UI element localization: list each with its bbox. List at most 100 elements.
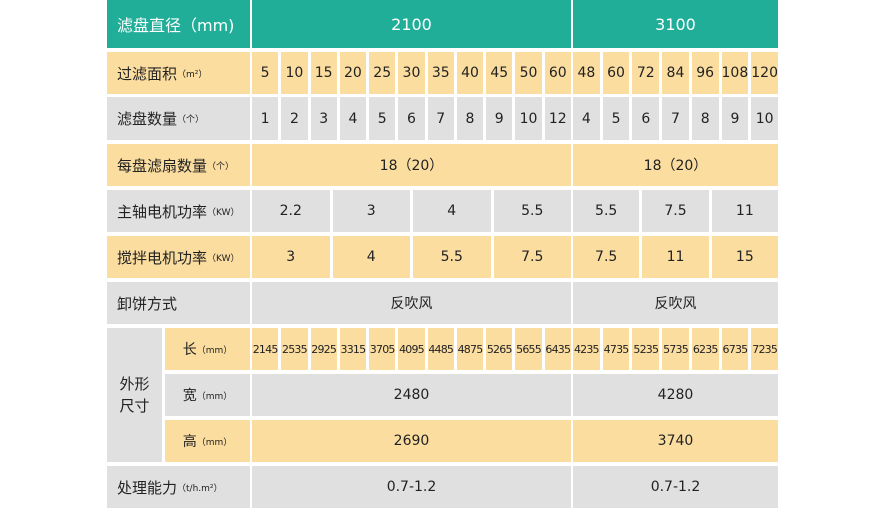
discharge-2100: 反吹风: [252, 282, 571, 324]
unit: （KW）: [207, 207, 240, 218]
value-cell: 4875: [456, 328, 483, 370]
row-capacity: 处理能力 （t/h.m²） 0.7-1.2 0.7-1.2: [107, 466, 778, 508]
row-height: 高（mm） 2690 3740: [165, 420, 778, 462]
label-text: 每盘滤扇数量: [117, 156, 208, 175]
fans-3100: 18（20）: [573, 144, 778, 186]
mix-motor-2100: 3 4 5.5 7.5: [252, 236, 571, 278]
value-cell: 50: [515, 52, 542, 94]
main-motor-2100: 2.2 3 4 5.5: [252, 190, 571, 232]
main-motor-label: 主轴电机功率 （KW）: [107, 190, 250, 232]
value-cell: 8: [691, 97, 719, 140]
value-cell: 5265: [486, 328, 512, 370]
value-cell: 4: [332, 236, 410, 278]
height-label: 高（mm）: [165, 420, 250, 462]
capacity-label: 处理能力 （t/h.m²）: [107, 466, 250, 508]
length-label: 长（mm）: [165, 328, 250, 370]
unit: （mm）: [196, 345, 233, 356]
value-cell: 5.5: [573, 190, 640, 232]
unit: （mm）: [196, 391, 233, 402]
value-cell: 5.5: [493, 190, 571, 232]
value-cell: 11: [642, 236, 709, 278]
header-3100: 3100: [573, 0, 778, 48]
value-cell: 7.5: [493, 236, 571, 278]
value-cell: 7.5: [573, 236, 640, 278]
value-cell: 5655: [515, 328, 542, 370]
label-text: 搅拌电机功率: [117, 248, 208, 267]
header-label: 滤盘直径（mm): [107, 0, 250, 48]
row-fans: 每盘滤扇数量 （个） 18（20） 18（20）: [107, 144, 778, 186]
fans-2100: 18（20）: [252, 144, 571, 186]
value-cell: 30: [398, 52, 425, 94]
value-cell: 96: [691, 52, 719, 94]
value-cell: 6235: [691, 328, 719, 370]
unit: （个）: [207, 161, 235, 172]
area-3100: 48 60 72 84 96 108 120: [573, 52, 778, 94]
value-cell: 3315: [339, 328, 366, 370]
value-cell: 72: [632, 52, 660, 94]
value-cell: 3: [252, 236, 330, 278]
row-main-motor: 主轴电机功率 （KW） 2.2 3 4 5.5 5.5 7.5 11: [107, 190, 778, 232]
value-cell: 4235: [573, 328, 600, 370]
label-text: 高: [182, 434, 197, 450]
value-cell: 9: [721, 97, 749, 140]
value-cell: 2: [281, 97, 308, 140]
value-cell: 12: [544, 97, 571, 140]
unit: （KW）: [207, 253, 240, 264]
row-length: 长（mm） 2145 2535 2925 3315 3705 4095 4485 4875 52…: [165, 328, 779, 370]
value-cell: 2.2: [252, 190, 330, 232]
header-2100: 2100: [252, 0, 571, 48]
capacity-3100: 0.7-1.2: [573, 466, 778, 508]
value-cell: 5235: [632, 328, 660, 370]
value-cell: 1: [252, 97, 279, 140]
value-cell: 6: [632, 97, 660, 140]
value-cell: 10: [515, 97, 542, 140]
discharge-3100: 反吹风: [573, 282, 778, 324]
value-cell: 20: [339, 52, 367, 94]
value-cell: 5: [252, 52, 279, 94]
value-cell: 60: [544, 52, 571, 94]
area-label: 过滤面积 （m²）: [107, 52, 250, 94]
count-3100: 4 5 6 7 8 9 10: [573, 97, 779, 140]
value-cell: 5: [602, 97, 630, 140]
value-cell: 11: [711, 190, 778, 232]
height-2100: 2690: [252, 420, 571, 462]
width-3100: 4280: [573, 374, 778, 416]
value-cell: 3: [332, 190, 410, 232]
header-row: 滤盘直径（mm) 2100 3100: [107, 0, 778, 48]
value-cell: 10: [281, 52, 308, 94]
mix-motor-label: 搅拌电机功率 （KW）: [107, 236, 250, 278]
main-motor-3100: 5.5 7.5 11: [573, 190, 778, 232]
value-cell: 7: [662, 97, 689, 140]
value-cell: 8: [456, 97, 484, 140]
value-cell: 5735: [662, 328, 689, 370]
value-cell: 4485: [427, 328, 454, 370]
length-3100: 4235 4735 5235 5735 6235 6735 7235: [573, 328, 779, 370]
row-discharge: 卸饼方式 反吹风 反吹风: [107, 282, 778, 324]
row-count: 滤盘数量 （个） 1 2 3 4 5 6 7 8 9 10 12 4 5 6 7 8 9 10: [107, 97, 779, 140]
label-text: 处理能力: [117, 478, 178, 497]
label-text: 宽: [182, 388, 197, 404]
value-cell: 7.5: [642, 190, 709, 232]
value-cell: 2145: [252, 328, 278, 370]
value-cell: 3705: [369, 328, 395, 370]
label-text: 滤盘数量: [117, 110, 178, 128]
value-cell: 4: [413, 190, 491, 232]
value-cell: 7: [427, 97, 454, 140]
unit: （mm）: [196, 437, 233, 448]
value-cell: 4: [339, 97, 367, 140]
value-cell: 120: [751, 52, 778, 94]
value-cell: 7235: [751, 328, 779, 370]
value-cell: 108: [721, 52, 749, 94]
value-cell: 4735: [602, 328, 630, 370]
area-2100: 5 10 15 20 25 30 35 40 45 50 60: [252, 52, 571, 94]
value-cell: 60: [602, 52, 630, 94]
value-cell: 2535: [281, 328, 308, 370]
value-cell: 35: [427, 52, 454, 94]
label-text: 长: [182, 342, 197, 358]
row-width: 宽（mm） 2480 4280: [165, 374, 778, 416]
row-mix-motor: 搅拌电机功率 （KW） 3 4 5.5 7.5 7.5 11 15: [107, 236, 778, 278]
value-cell: 10: [751, 97, 779, 140]
width-2100: 2480: [252, 374, 571, 416]
label-text: 主轴电机功率: [117, 202, 208, 221]
length-2100: 2145 2535 2925 3315 3705 4095 4485 4875 5265 5655…: [252, 328, 571, 370]
